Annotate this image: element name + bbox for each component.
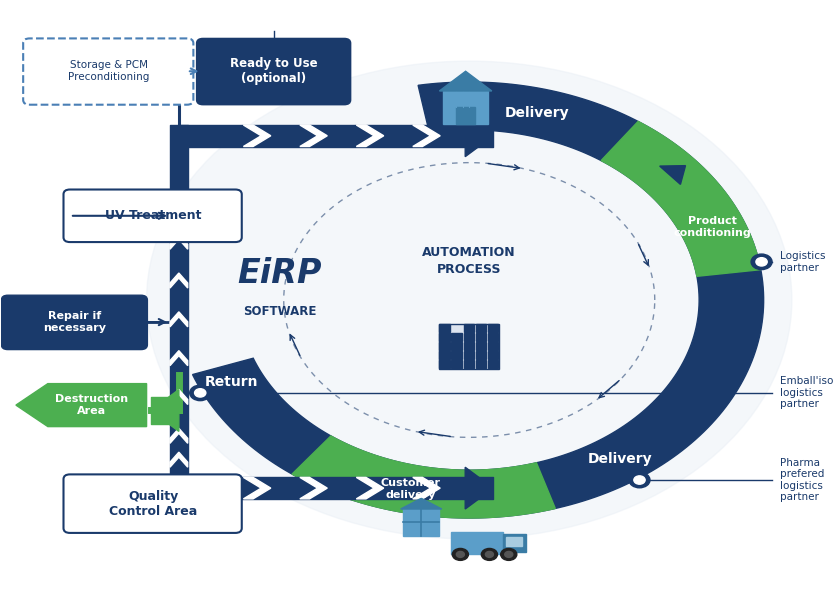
Text: EiRP: EiRP [238, 257, 322, 290]
Text: Quality
Control Area: Quality Control Area [109, 490, 197, 518]
Polygon shape [356, 125, 384, 146]
Bar [488, 361, 498, 368]
Polygon shape [412, 478, 440, 499]
FancyBboxPatch shape [64, 475, 242, 533]
Polygon shape [192, 82, 764, 518]
Bar [464, 352, 474, 359]
Circle shape [634, 476, 645, 484]
Polygon shape [170, 350, 187, 365]
Polygon shape [439, 71, 492, 91]
Polygon shape [16, 383, 147, 427]
Text: Ready to Use
(optional): Ready to Use (optional) [230, 57, 318, 85]
Bar [439, 343, 450, 350]
Polygon shape [170, 273, 187, 288]
Polygon shape [465, 467, 493, 509]
Bar [464, 343, 474, 350]
Text: Delivery: Delivery [587, 452, 652, 466]
Polygon shape [170, 389, 187, 404]
Circle shape [481, 548, 497, 560]
Bar [488, 352, 498, 359]
Bar [464, 334, 474, 341]
Polygon shape [300, 478, 328, 499]
FancyBboxPatch shape [24, 38, 193, 105]
Polygon shape [601, 121, 761, 277]
Bar [439, 334, 450, 341]
Circle shape [629, 472, 650, 488]
Bar [451, 334, 462, 341]
Text: Destruction
Area: Destruction Area [55, 394, 129, 416]
Polygon shape [401, 498, 442, 509]
Bar [475, 361, 486, 368]
Polygon shape [565, 471, 595, 490]
Polygon shape [170, 452, 187, 467]
Bar [451, 343, 462, 350]
Polygon shape [430, 92, 463, 107]
Bar [475, 325, 486, 332]
Polygon shape [150, 389, 179, 431]
Polygon shape [170, 196, 187, 211]
Polygon shape [244, 478, 270, 499]
Polygon shape [244, 125, 270, 146]
Bar [403, 509, 439, 536]
FancyBboxPatch shape [2, 295, 147, 350]
Polygon shape [170, 312, 187, 327]
FancyBboxPatch shape [197, 38, 350, 105]
Text: Customer
delivery: Customer delivery [381, 478, 440, 500]
Polygon shape [292, 436, 555, 518]
Text: Logistics
partner: Logistics partner [780, 251, 825, 272]
Text: AUTOMATION
PROCESS: AUTOMATION PROCESS [423, 246, 516, 276]
Bar [488, 325, 498, 332]
Circle shape [452, 548, 469, 560]
Text: Product
conditioning: Product conditioning [674, 217, 751, 238]
Circle shape [501, 548, 517, 560]
Bar [475, 343, 486, 350]
Text: UV Treatment: UV Treatment [105, 209, 202, 222]
Bar [475, 352, 486, 359]
FancyBboxPatch shape [438, 324, 499, 368]
Circle shape [505, 551, 512, 557]
Bar [488, 334, 498, 341]
Bar [439, 325, 450, 332]
Circle shape [147, 61, 792, 539]
Text: Return: Return [205, 375, 259, 389]
Polygon shape [253, 416, 279, 434]
Text: Repair if
necessary: Repair if necessary [44, 311, 107, 333]
Bar [506, 536, 522, 546]
Bar [439, 352, 450, 359]
Bar [503, 534, 526, 552]
FancyBboxPatch shape [64, 190, 242, 242]
Polygon shape [300, 125, 328, 146]
Polygon shape [356, 478, 384, 499]
Polygon shape [659, 166, 685, 184]
Polygon shape [412, 125, 440, 146]
Text: Storage & PCM
Preconditioning: Storage & PCM Preconditioning [68, 61, 150, 82]
Polygon shape [170, 428, 187, 443]
Bar [444, 91, 488, 124]
Circle shape [190, 385, 211, 401]
Polygon shape [465, 115, 493, 157]
Text: Emball'iso
logistics
partner: Emball'iso logistics partner [780, 376, 833, 409]
Bar [464, 325, 474, 332]
Bar [451, 361, 462, 368]
Circle shape [486, 551, 493, 557]
Circle shape [456, 551, 465, 557]
Circle shape [756, 257, 767, 266]
Bar [451, 532, 503, 554]
Bar [488, 343, 498, 350]
Text: SOFTWARE: SOFTWARE [243, 305, 317, 319]
Text: Pharma
prefered
logistics
partner: Pharma prefered logistics partner [780, 458, 824, 502]
Bar [455, 107, 475, 124]
Circle shape [751, 254, 772, 269]
Bar [439, 361, 450, 368]
Bar [475, 334, 486, 341]
Circle shape [195, 389, 206, 397]
Text: Delivery: Delivery [505, 106, 570, 119]
Bar [451, 352, 462, 359]
Bar [464, 361, 474, 368]
Polygon shape [710, 355, 734, 377]
Polygon shape [170, 234, 187, 249]
